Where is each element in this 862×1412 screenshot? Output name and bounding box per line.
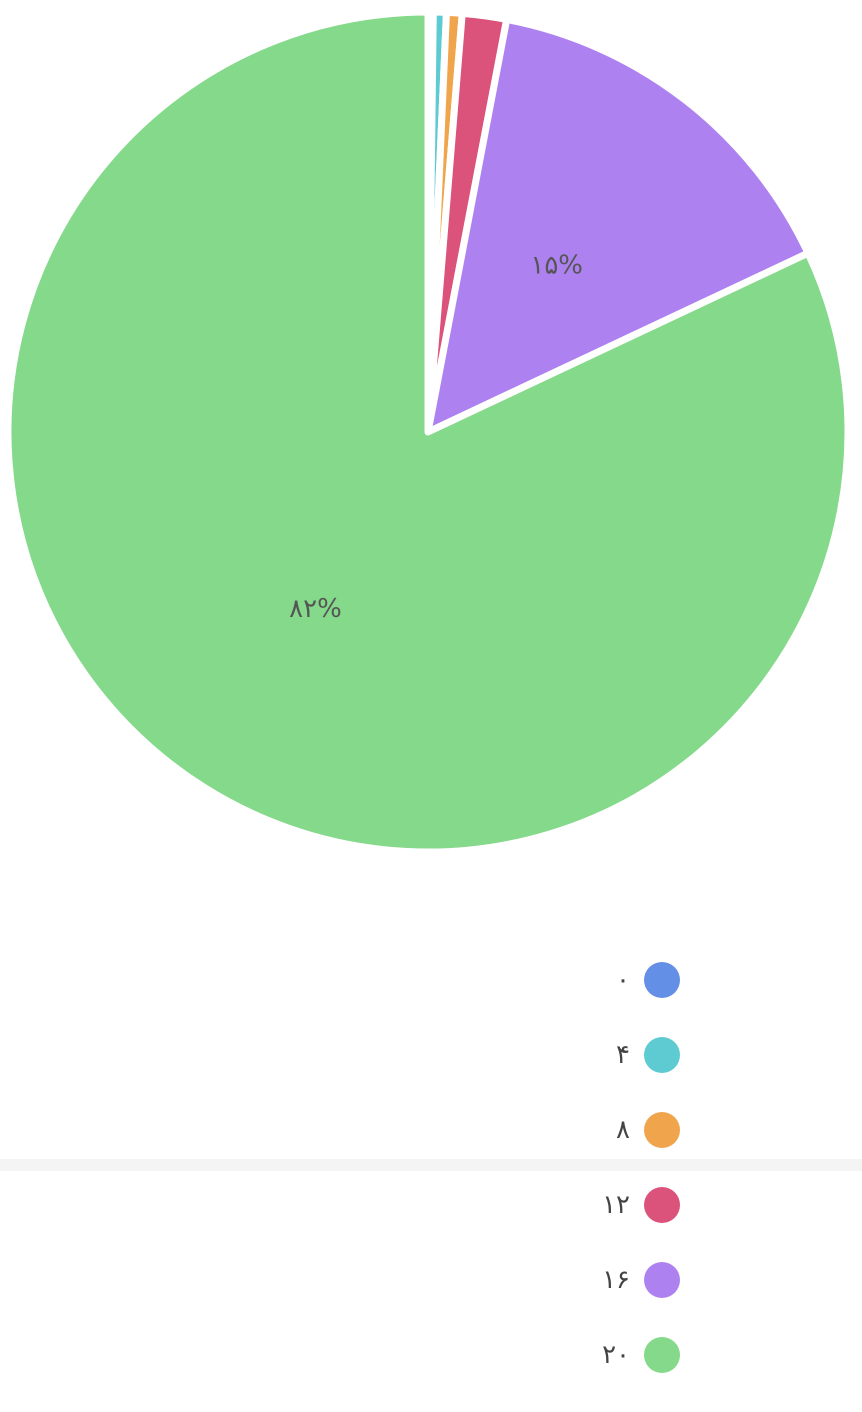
legend-swatch xyxy=(644,1187,680,1223)
legend-item: ۱۲ xyxy=(540,1187,680,1262)
slice-label: ۸۲% xyxy=(289,594,342,624)
legend-label: ۱۶ xyxy=(602,1265,630,1295)
legend-item: ۸ xyxy=(540,1112,680,1187)
pie-slice xyxy=(424,15,812,436)
legend-label: ۱۲ xyxy=(602,1190,630,1220)
legend-swatch xyxy=(644,1037,680,1073)
legend-item: ۴ xyxy=(540,1037,680,1112)
legend-item: ۰ xyxy=(540,962,680,1037)
legend-swatch xyxy=(644,1337,680,1373)
pie-slice xyxy=(4,8,852,856)
legend-label: ۴ xyxy=(616,1040,630,1070)
legend-swatch xyxy=(644,1262,680,1298)
legend-swatch xyxy=(644,962,680,998)
legend-label: ۲۰ xyxy=(602,1340,630,1370)
legend-swatch xyxy=(644,1112,680,1148)
page: ۱۵% ۸۲% ۰ ۴ ۸ ۱۲ ۱۶ ۲۰ xyxy=(0,8,862,1373)
footer-strip xyxy=(0,1159,862,1171)
legend-item: ۲۰ xyxy=(540,1337,680,1412)
slice-label: ۱۵% xyxy=(530,251,583,281)
legend-label: ۸ xyxy=(616,1115,630,1145)
legend-label: ۰ xyxy=(616,965,630,995)
legend: ۰ ۴ ۸ ۱۲ ۱۶ ۲۰ xyxy=(320,962,680,1412)
pie-chart: ۱۵% ۸۲% xyxy=(4,8,852,856)
legend-item: ۱۶ xyxy=(540,1262,680,1337)
